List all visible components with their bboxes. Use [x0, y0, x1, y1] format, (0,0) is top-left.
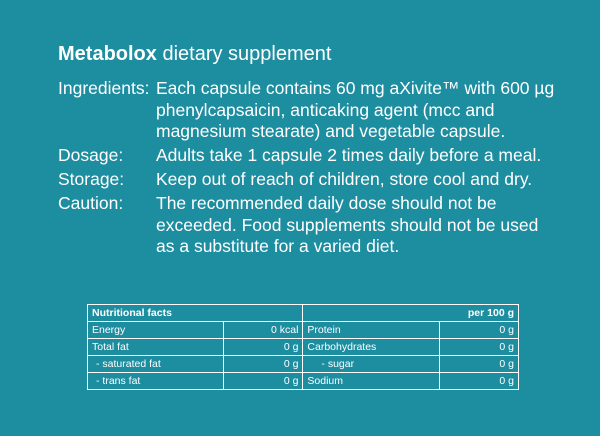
- nutrient-value: 0 g: [439, 338, 519, 356]
- nutrient-label: Energy: [86, 321, 225, 339]
- caution-row: Caution: The recommended daily dose shou…: [58, 193, 558, 258]
- nutrient-label: Sodium: [302, 372, 440, 390]
- nutrient-value: 0 g: [439, 372, 519, 390]
- table-row: - saturated fat 0 g - sugar 0 g: [86, 355, 519, 373]
- nutrient-label: Carbohydrates: [302, 338, 440, 356]
- caution-value: The recommended daily dose should not be…: [156, 193, 539, 256]
- table-row: Energy 0 kcal Protein 0 g: [86, 321, 519, 339]
- ingredients-label: Ingredients:: [58, 78, 150, 98]
- product-descriptor: dietary supplement: [162, 43, 332, 65]
- nutrient-label: Protein: [302, 321, 440, 339]
- caution-label: Caution:: [58, 193, 124, 213]
- product-title: Metabolox dietary supplement: [58, 42, 331, 66]
- nutrition-header: Nutritional facts: [86, 304, 304, 322]
- nutrient-value: 0 g: [439, 355, 519, 373]
- nutrient-value: 0 g: [223, 355, 304, 373]
- ingredients-row: Ingredients: Each capsule contains 60 mg…: [58, 78, 558, 143]
- product-info: Ingredients: Each capsule contains 60 mg…: [58, 78, 558, 260]
- table-row: Total fat 0 g Carbohydrates 0 g: [86, 338, 519, 356]
- product-name: Metabolox: [58, 43, 157, 65]
- storage-value: Keep out of reach of children, store coo…: [156, 169, 533, 189]
- table-row: - trans fat 0 g Sodium 0 g: [86, 372, 519, 390]
- nutrient-label: - sugar: [302, 355, 440, 373]
- dosage-value: Adults take 1 capsule 2 times daily befo…: [156, 145, 542, 165]
- storage-label: Storage:: [58, 169, 125, 189]
- nutrient-label: Total fat: [86, 338, 225, 356]
- dosage-row: Dosage: Adults take 1 capsule 2 times da…: [58, 145, 558, 167]
- ingredients-value: Each capsule contains 60 mg aXivite™ wit…: [156, 78, 555, 141]
- dosage-label: Dosage:: [58, 145, 124, 165]
- nutrient-value: 0 g: [439, 321, 519, 339]
- nutrient-label: - trans fat: [86, 372, 225, 390]
- nutrition-table: Nutritional facts per 100 g Energy 0 kca…: [86, 304, 519, 390]
- nutrient-label: - saturated fat: [86, 355, 225, 373]
- nutrition-per: per 100 g: [302, 304, 519, 322]
- nutrition-header-row: Nutritional facts per 100 g: [86, 304, 519, 322]
- nutrient-value: 0 kcal: [223, 321, 304, 339]
- storage-row: Storage: Keep out of reach of children, …: [58, 169, 558, 191]
- nutrient-value: 0 g: [223, 338, 304, 356]
- nutrient-value: 0 g: [223, 372, 304, 390]
